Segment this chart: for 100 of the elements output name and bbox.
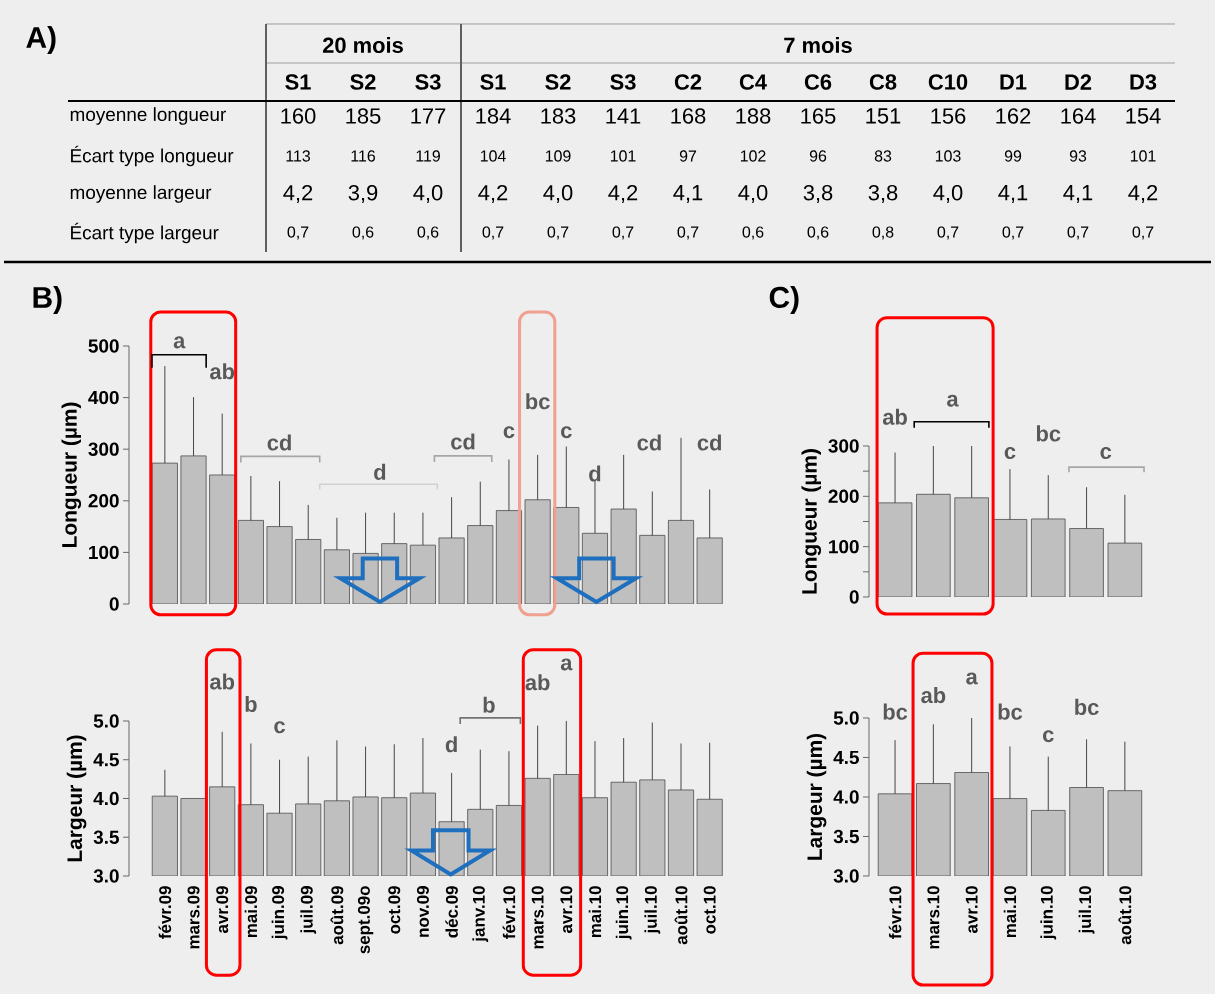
text: a [966,672,978,685]
y-tick-label: 100 [829,539,859,554]
data-label: 0,7 [482,226,504,240]
annotation: c [1004,447,1016,460]
x-tick-label: déc.09 [445,886,458,938]
bar [1069,528,1104,597]
data-label: 104 [480,150,506,162]
data-label: 0,8 [872,226,894,240]
data-label: 119 [416,150,440,162]
x-tick-label: janv.10 [472,886,489,942]
data-label: 0,7 [1067,226,1089,240]
category-label: S1 [285,74,311,90]
bar [667,519,695,604]
data-label: 154 [1126,108,1161,124]
data-label: 96 [809,150,827,162]
text: A) [26,26,56,54]
text: ab [525,674,550,691]
text: Écart type largeur [71,222,219,244]
x-tick-label: juil.10 [644,886,661,934]
bar [916,493,951,597]
y-tick-label: 300 [88,442,119,456]
x-tick-label: août.10 [674,886,688,945]
chart-title: B) [33,286,62,314]
annotation: a [173,336,186,349]
data-label: 177 [411,108,446,124]
text: 20 mois [322,36,403,54]
y-tick-label: 200 [88,494,119,508]
annotation: bc [998,703,1023,720]
x-tick-label: févr.10 [888,886,902,939]
x-tick-label: avr.10 [965,886,978,934]
bar [877,502,913,597]
y-tick-label: 3.0 [833,869,859,883]
y-tick-label: 4.5 [93,753,119,767]
data-label: 168 [671,108,706,124]
bar [209,474,236,604]
text: ab [882,408,907,425]
x-tick-label: mai.10 [588,886,602,938]
y-tick-label: 3.0 [93,869,119,883]
data-label: 0,7 [612,226,634,240]
data-label: 109 [545,150,571,162]
category-label: S3 [415,74,441,90]
annotation: c [1043,730,1054,743]
y-tick-label: 3.5 [833,829,859,844]
data-label: 151 [866,108,901,124]
bar [524,499,551,604]
data-label: 0,6 [417,226,439,240]
data-label: 0,7 [287,226,309,240]
text: a [947,394,959,407]
data-label: 4,0 [543,184,573,204]
category-label: C8 [869,74,897,90]
data-label: 4,0 [933,184,963,204]
x-tick-label: mars.10 [927,886,940,949]
bar [295,539,322,604]
y-tick-label: 0 [849,590,859,604]
x-tick-label: avr.09 [216,886,229,934]
data-label: 185 [346,108,381,124]
category-label: S3 [610,74,636,90]
annotation: c [503,426,515,439]
y-axis-title: Largeur (µm) [806,733,827,860]
data-label: 101 [610,150,636,162]
data-label: 183 [541,108,576,124]
text: bc [1075,698,1099,715]
bar [1031,518,1066,597]
bar [438,537,465,604]
annotation: cd [267,434,291,451]
data-label: 4,2 [608,184,638,204]
annotation: d [374,463,386,480]
data-label: 160 [281,108,316,124]
annotation: d [589,465,601,482]
x-tick-label: oct.10 [703,886,716,934]
data-label: 83 [874,150,892,162]
y-tick-label: 4.5 [833,750,859,765]
y-tick-label: 4.0 [833,790,859,804]
x-tick-label: sept.09o [357,886,374,954]
data-label: 116 [351,150,375,162]
data-label: 0,7 [1002,226,1024,240]
y-axis-title: Largeur (µm) [66,735,87,862]
x-tick-label: juin.10 [1040,886,1057,940]
data-label: 4,1 [998,185,1028,203]
chart-title: C) [769,286,799,314]
y-tick-label: 4.0 [93,791,119,806]
y-tick-label: 200 [828,489,859,504]
text: 7 mois [784,36,852,54]
x-tick-label: juil.10 [1078,886,1095,934]
category-label: S2 [545,74,571,90]
data-label: 156 [931,108,966,124]
data-label: 3,9 [348,184,378,204]
y-tick-label: 5.0 [833,711,859,725]
x-tick-label: mai.09 [244,886,258,938]
annotation: bc [883,703,908,720]
annotation: cd [637,434,661,451]
y-tick-label: 3.5 [93,830,119,844]
data-label: 0,6 [742,226,764,240]
x-tick-label: mai.10 [1003,886,1017,938]
x-tick-label: août.09 [330,886,344,945]
data-label: 0,7 [677,226,699,240]
category-label: D2 [1065,74,1092,90]
y-axis-title: Longueur (µm) [801,449,822,594]
data-label: 93 [1069,150,1087,162]
y-axis-title: Longueur (µm) [61,402,82,548]
